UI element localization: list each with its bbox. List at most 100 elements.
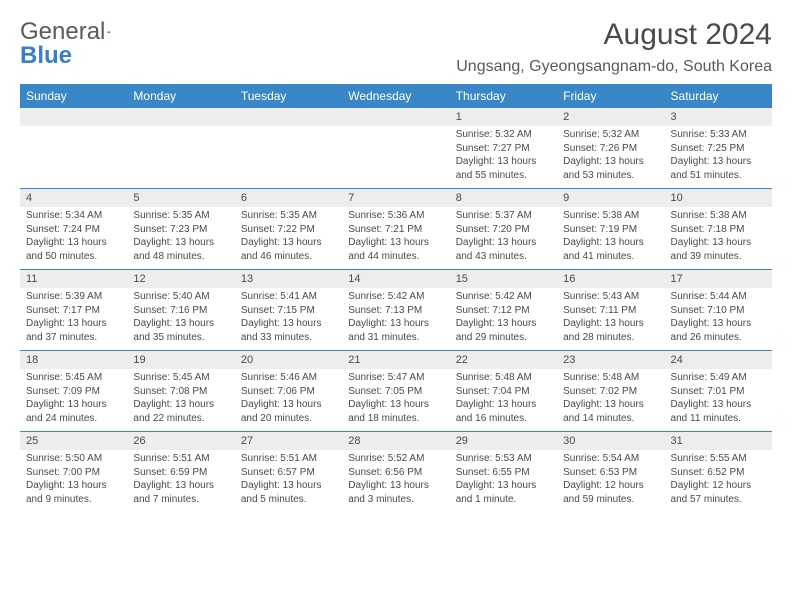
sunset-line: Sunset: 7:18 PM bbox=[671, 223, 766, 237]
day-number-cell: 13 bbox=[235, 270, 342, 289]
sunset-line: Sunset: 7:19 PM bbox=[563, 223, 658, 237]
sunrise-line: Sunrise: 5:45 AM bbox=[133, 371, 228, 385]
day-number-cell: 9 bbox=[557, 189, 664, 208]
day-header: Sunday bbox=[20, 84, 127, 108]
day-number-cell: 6 bbox=[235, 189, 342, 208]
daynum-row: 25262728293031 bbox=[20, 432, 772, 451]
day-number-cell: 2 bbox=[557, 108, 664, 126]
daylight-line: Daylight: 13 hours and 35 minutes. bbox=[133, 317, 228, 344]
day-number-cell: 14 bbox=[342, 270, 449, 289]
day-info-cell: Sunrise: 5:48 AMSunset: 7:02 PMDaylight:… bbox=[557, 369, 664, 432]
daylight-line: Daylight: 13 hours and 9 minutes. bbox=[26, 479, 121, 506]
day-info-cell: Sunrise: 5:33 AMSunset: 7:25 PMDaylight:… bbox=[665, 126, 772, 189]
day-info-cell: Sunrise: 5:35 AMSunset: 7:22 PMDaylight:… bbox=[235, 207, 342, 270]
day-info-cell bbox=[20, 126, 127, 189]
day-number-cell: 7 bbox=[342, 189, 449, 208]
brand-flag-icon bbox=[107, 23, 111, 41]
sunrise-line: Sunrise: 5:48 AM bbox=[456, 371, 551, 385]
day-info-cell: Sunrise: 5:32 AMSunset: 7:26 PMDaylight:… bbox=[557, 126, 664, 189]
day-info-cell: Sunrise: 5:51 AMSunset: 6:59 PMDaylight:… bbox=[127, 450, 234, 512]
sunrise-line: Sunrise: 5:35 AM bbox=[241, 209, 336, 223]
sunset-line: Sunset: 7:21 PM bbox=[348, 223, 443, 237]
daylight-line: Daylight: 13 hours and 46 minutes. bbox=[241, 236, 336, 263]
daylight-line: Daylight: 13 hours and 41 minutes. bbox=[563, 236, 658, 263]
title-block: August 2024 Ungsang, Gyeongsangnam-do, S… bbox=[456, 18, 772, 76]
sunrise-line: Sunrise: 5:55 AM bbox=[671, 452, 766, 466]
day-number-cell: 18 bbox=[20, 351, 127, 370]
sunrise-line: Sunrise: 5:51 AM bbox=[133, 452, 228, 466]
sunrise-line: Sunrise: 5:38 AM bbox=[671, 209, 766, 223]
calendar-body: 123Sunrise: 5:32 AMSunset: 7:27 PMDaylig… bbox=[20, 108, 772, 512]
day-number-cell: 11 bbox=[20, 270, 127, 289]
sunset-line: Sunset: 6:57 PM bbox=[241, 466, 336, 480]
sunrise-line: Sunrise: 5:51 AM bbox=[241, 452, 336, 466]
sunset-line: Sunset: 7:20 PM bbox=[456, 223, 551, 237]
sunrise-line: Sunrise: 5:39 AM bbox=[26, 290, 121, 304]
day-info-cell: Sunrise: 5:49 AMSunset: 7:01 PMDaylight:… bbox=[665, 369, 772, 432]
daylight-line: Daylight: 13 hours and 37 minutes. bbox=[26, 317, 121, 344]
sunset-line: Sunset: 7:24 PM bbox=[26, 223, 121, 237]
daylight-line: Daylight: 13 hours and 3 minutes. bbox=[348, 479, 443, 506]
sunset-line: Sunset: 7:23 PM bbox=[133, 223, 228, 237]
day-info-cell: Sunrise: 5:40 AMSunset: 7:16 PMDaylight:… bbox=[127, 288, 234, 351]
daylight-line: Daylight: 12 hours and 57 minutes. bbox=[671, 479, 766, 506]
info-row: Sunrise: 5:34 AMSunset: 7:24 PMDaylight:… bbox=[20, 207, 772, 270]
sunrise-line: Sunrise: 5:50 AM bbox=[26, 452, 121, 466]
day-number-cell: 10 bbox=[665, 189, 772, 208]
day-number-cell: 31 bbox=[665, 432, 772, 451]
daynum-row: 123 bbox=[20, 108, 772, 126]
sunset-line: Sunset: 6:55 PM bbox=[456, 466, 551, 480]
day-info-cell: Sunrise: 5:55 AMSunset: 6:52 PMDaylight:… bbox=[665, 450, 772, 512]
day-number-cell: 29 bbox=[450, 432, 557, 451]
daylight-line: Daylight: 13 hours and 26 minutes. bbox=[671, 317, 766, 344]
daylight-line: Daylight: 13 hours and 29 minutes. bbox=[456, 317, 551, 344]
sunrise-line: Sunrise: 5:52 AM bbox=[348, 452, 443, 466]
sunset-line: Sunset: 6:52 PM bbox=[671, 466, 766, 480]
day-number-cell: 3 bbox=[665, 108, 772, 126]
info-row: Sunrise: 5:32 AMSunset: 7:27 PMDaylight:… bbox=[20, 126, 772, 189]
sunrise-line: Sunrise: 5:33 AM bbox=[671, 128, 766, 142]
day-info-cell: Sunrise: 5:53 AMSunset: 6:55 PMDaylight:… bbox=[450, 450, 557, 512]
sunrise-line: Sunrise: 5:49 AM bbox=[671, 371, 766, 385]
daylight-line: Daylight: 13 hours and 51 minutes. bbox=[671, 155, 766, 182]
day-info-cell: Sunrise: 5:44 AMSunset: 7:10 PMDaylight:… bbox=[665, 288, 772, 351]
day-number-cell: 23 bbox=[557, 351, 664, 370]
daylight-line: Daylight: 13 hours and 24 minutes. bbox=[26, 398, 121, 425]
day-info-cell: Sunrise: 5:36 AMSunset: 7:21 PMDaylight:… bbox=[342, 207, 449, 270]
daylight-line: Daylight: 13 hours and 50 minutes. bbox=[26, 236, 121, 263]
month-title: August 2024 bbox=[456, 18, 772, 52]
sunset-line: Sunset: 7:25 PM bbox=[671, 142, 766, 156]
day-number-cell: 12 bbox=[127, 270, 234, 289]
day-info-cell: Sunrise: 5:37 AMSunset: 7:20 PMDaylight:… bbox=[450, 207, 557, 270]
sunset-line: Sunset: 7:06 PM bbox=[241, 385, 336, 399]
sunrise-line: Sunrise: 5:35 AM bbox=[133, 209, 228, 223]
sunset-line: Sunset: 7:02 PM bbox=[563, 385, 658, 399]
sunset-line: Sunset: 6:56 PM bbox=[348, 466, 443, 480]
day-info-cell: Sunrise: 5:32 AMSunset: 7:27 PMDaylight:… bbox=[450, 126, 557, 189]
sunrise-line: Sunrise: 5:38 AM bbox=[563, 209, 658, 223]
day-info-cell: Sunrise: 5:47 AMSunset: 7:05 PMDaylight:… bbox=[342, 369, 449, 432]
day-number-cell: 21 bbox=[342, 351, 449, 370]
sunrise-line: Sunrise: 5:48 AM bbox=[563, 371, 658, 385]
day-number-cell: 8 bbox=[450, 189, 557, 208]
day-number-cell: 15 bbox=[450, 270, 557, 289]
daylight-line: Daylight: 13 hours and 55 minutes. bbox=[456, 155, 551, 182]
daylight-line: Daylight: 12 hours and 59 minutes. bbox=[563, 479, 658, 506]
day-header: Wednesday bbox=[342, 84, 449, 108]
daylight-line: Daylight: 13 hours and 31 minutes. bbox=[348, 317, 443, 344]
sunrise-line: Sunrise: 5:43 AM bbox=[563, 290, 658, 304]
header: General August 2024 Ungsang, Gyeongsangn… bbox=[20, 18, 772, 76]
sunset-line: Sunset: 7:11 PM bbox=[563, 304, 658, 318]
day-info-cell bbox=[235, 126, 342, 189]
day-info-cell: Sunrise: 5:39 AMSunset: 7:17 PMDaylight:… bbox=[20, 288, 127, 351]
day-info-cell: Sunrise: 5:45 AMSunset: 7:08 PMDaylight:… bbox=[127, 369, 234, 432]
daylight-line: Daylight: 13 hours and 5 minutes. bbox=[241, 479, 336, 506]
day-number-cell: 20 bbox=[235, 351, 342, 370]
sunset-line: Sunset: 6:53 PM bbox=[563, 466, 658, 480]
daylight-line: Daylight: 13 hours and 16 minutes. bbox=[456, 398, 551, 425]
info-row: Sunrise: 5:45 AMSunset: 7:09 PMDaylight:… bbox=[20, 369, 772, 432]
sunrise-line: Sunrise: 5:32 AM bbox=[563, 128, 658, 142]
day-number-cell: 17 bbox=[665, 270, 772, 289]
daylight-line: Daylight: 13 hours and 20 minutes. bbox=[241, 398, 336, 425]
day-header: Saturday bbox=[665, 84, 772, 108]
